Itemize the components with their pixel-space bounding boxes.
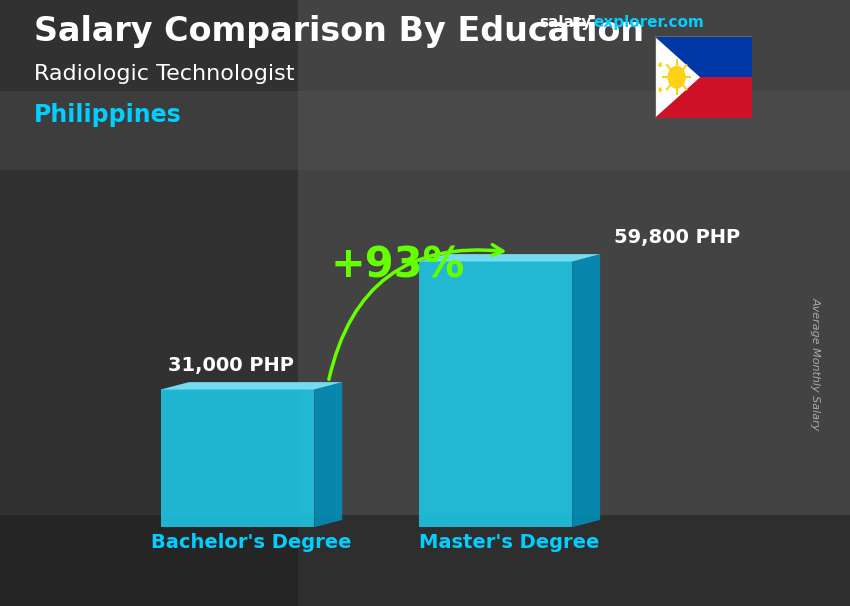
Text: 59,800 PHP: 59,800 PHP [614, 228, 740, 247]
Polygon shape [419, 254, 600, 261]
Polygon shape [658, 86, 663, 93]
Polygon shape [0, 0, 298, 606]
Text: salary: salary [540, 15, 592, 30]
Polygon shape [161, 390, 314, 527]
Text: Philippines: Philippines [34, 103, 182, 127]
Polygon shape [419, 261, 572, 527]
Polygon shape [314, 382, 343, 527]
Text: Average Monthly Salary: Average Monthly Salary [811, 297, 821, 430]
Polygon shape [298, 0, 850, 606]
Text: +93%: +93% [331, 245, 465, 287]
Polygon shape [161, 382, 343, 390]
Polygon shape [654, 77, 752, 118]
Polygon shape [654, 36, 752, 77]
Text: Salary Comparison By Education: Salary Comparison By Education [34, 15, 644, 48]
Polygon shape [654, 36, 700, 118]
Polygon shape [640, 73, 646, 80]
Text: explorer.com: explorer.com [593, 15, 704, 30]
Polygon shape [572, 254, 600, 527]
Text: Master's Degree: Master's Degree [419, 533, 600, 552]
Text: Bachelor's Degree: Bachelor's Degree [151, 533, 352, 552]
Circle shape [667, 66, 686, 88]
Polygon shape [0, 515, 850, 606]
Polygon shape [0, 91, 850, 170]
Polygon shape [657, 61, 663, 68]
Text: 31,000 PHP: 31,000 PHP [168, 356, 294, 376]
Text: Radiologic Technologist: Radiologic Technologist [34, 64, 294, 84]
